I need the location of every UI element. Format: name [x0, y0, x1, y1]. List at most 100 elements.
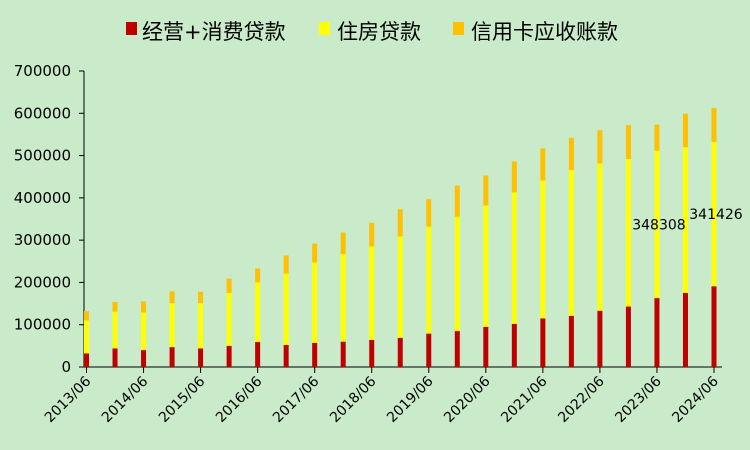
bar-segment-s2-2014-06: [141, 301, 147, 313]
bar-segment-s0-2020-12: [511, 323, 517, 367]
legend-swatch-credit-card-receivables: [453, 22, 464, 35]
bar-segment-s2-2021-12: [568, 137, 574, 170]
x-tick-label: 2019/06: [384, 373, 437, 426]
bar-segment-s1-2024-06: [711, 141, 717, 287]
bar-segment-s0-2013-12: [112, 348, 118, 367]
y-tick-label: 500000: [14, 147, 71, 165]
bar-segment-s2-2014-12: [169, 291, 175, 304]
x-tick-label: 2015/06: [156, 373, 209, 426]
bar-segment-s2-2015-12: [226, 278, 232, 293]
bar-segment-s1-2018-12: [397, 236, 403, 338]
bar-segment-s0-2016-06: [255, 342, 261, 367]
bar-segment-s0-2021-12: [568, 315, 574, 367]
x-tick-label: 2017/06: [270, 373, 323, 426]
x-tick-label: 2016/06: [213, 373, 266, 426]
bar-segment-s1-2019-12: [454, 216, 460, 332]
bar-segment-s0-2023-06: [654, 298, 660, 367]
x-tick-label: 2024/06: [669, 373, 722, 426]
bar-segment-s2-2015-06: [198, 291, 204, 304]
bar-segment-s2-2023-12: [682, 113, 688, 148]
bar-segment-s2-2022-12: [625, 125, 631, 159]
bar-segment-s1-2017-12: [340, 254, 346, 342]
bar-segment-s2-2019-06: [426, 199, 432, 227]
bar-segment-s2-2016-12: [283, 255, 289, 274]
bar-segment-s1-2023-12: [682, 147, 688, 293]
x-tick-label: 2023/06: [612, 373, 665, 426]
bar-segment-s2-2013-06: [84, 311, 89, 321]
bar-segment-s1-2015-06: [198, 303, 204, 349]
bar-segment-s1-2021-12: [568, 169, 574, 316]
bar-segment-s2-2016-06: [255, 268, 261, 283]
bar-segment-s2-2022-06: [597, 130, 603, 164]
y-tick-label: 200000: [14, 273, 71, 291]
bar-segment-s0-2022-06: [597, 310, 603, 367]
bar-segment-s1-2019-06: [426, 226, 432, 334]
bar-segment-s1-2020-12: [511, 192, 517, 324]
bar-segment-s2-2018-12: [397, 209, 403, 237]
y-tick-label: 600000: [14, 104, 71, 122]
bar-segment-s0-2018-06: [369, 339, 375, 367]
x-tick-label: 2018/06: [327, 373, 380, 426]
legend-swatch-business-consumer-loans: [126, 22, 137, 35]
bar-segment-s0-2014-12: [169, 347, 175, 367]
x-tick-label: 2022/06: [555, 373, 608, 426]
bar-segment-s0-2015-06: [198, 348, 204, 367]
x-tick-label: 2013/06: [42, 373, 95, 426]
bar-segment-s0-2023-12: [682, 293, 688, 367]
bar-segment-s0-2019-12: [454, 331, 460, 367]
bar-segment-s1-2017-06: [312, 262, 318, 343]
bar-segment-s2-2020-06: [483, 175, 489, 206]
bar-segment-s2-2013-12: [112, 301, 118, 312]
bar-segment-s0-2021-06: [540, 318, 546, 367]
bar-segment-s1-2015-12: [226, 293, 232, 346]
y-tick-label: 0: [61, 358, 71, 376]
bar-segment-s0-2016-12: [283, 345, 289, 367]
bar-segment-s2-2024-06: [711, 108, 717, 142]
bar-segment-s2-2021-06: [540, 148, 546, 181]
bar-segment-s1-2013-12: [112, 311, 118, 349]
bar-segment-s0-2020-06: [483, 326, 489, 367]
y-tick-label: 400000: [14, 189, 71, 207]
bars: [84, 108, 717, 367]
bar-segment-s2-2017-06: [312, 243, 318, 263]
bar-segment-s2-2017-12: [340, 232, 346, 255]
x-tick-label: 2021/06: [498, 373, 551, 426]
bar-segment-s0-2015-12: [226, 345, 232, 367]
legend-swatch-housing-loans: [319, 22, 330, 35]
bar-segment-s1-2013-06: [84, 320, 89, 354]
y-tick-label: 700000: [14, 62, 71, 80]
bar-segment-s0-2022-12: [625, 306, 631, 367]
bar-segment-s1-2016-06: [255, 282, 261, 343]
data-label-housing-loans: 341426: [689, 207, 743, 223]
bar-segment-s0-2019-06: [426, 333, 432, 367]
bar-segment-s1-2016-12: [283, 273, 289, 346]
legend-label-housing-loans: 住房贷款: [337, 20, 421, 44]
bar-segment-s0-2024-06: [711, 286, 717, 367]
bar-segment-s1-2022-12: [625, 158, 631, 307]
bar-segment-s1-2014-06: [141, 312, 147, 351]
bar-segment-s0-2013-06: [84, 353, 89, 367]
bar-segment-s0-2017-06: [312, 342, 318, 367]
legend: 经营+消费贷款 住房贷款 信用卡应收账款: [126, 20, 618, 44]
y-axis: 0 100000 200000 300000 400000 500000 600000 700…: [14, 62, 85, 376]
bar-segment-s1-2020-06: [483, 205, 489, 327]
bar-segment-s1-2018-06: [369, 246, 375, 340]
bar-segment-s0-2014-06: [141, 350, 147, 367]
data-label-housing-loans: 348308: [632, 217, 685, 233]
bar-segment-s0-2017-12: [340, 341, 346, 367]
x-axis: 2013/06 2014/06 2015/06 2016/06 2017/06 2018/…: [42, 366, 722, 426]
legend-label-business-consumer-loans: 经营+消费贷款: [142, 20, 286, 44]
x-tick-label: 2014/06: [99, 373, 152, 426]
bar-segment-s1-2023-06: [654, 150, 660, 299]
y-tick-label: 100000: [14, 316, 71, 334]
bar-segment-s1-2014-12: [169, 303, 175, 348]
bar-segment-s2-2018-06: [369, 222, 375, 247]
y-tick-label: 300000: [14, 231, 71, 249]
x-tick-label: 2020/06: [441, 373, 494, 426]
bar-segment-s1-2022-06: [597, 163, 603, 311]
legend-label-credit-card-receivables: 信用卡应收账款: [471, 20, 618, 44]
bar-segment-s2-2020-12: [511, 161, 517, 193]
